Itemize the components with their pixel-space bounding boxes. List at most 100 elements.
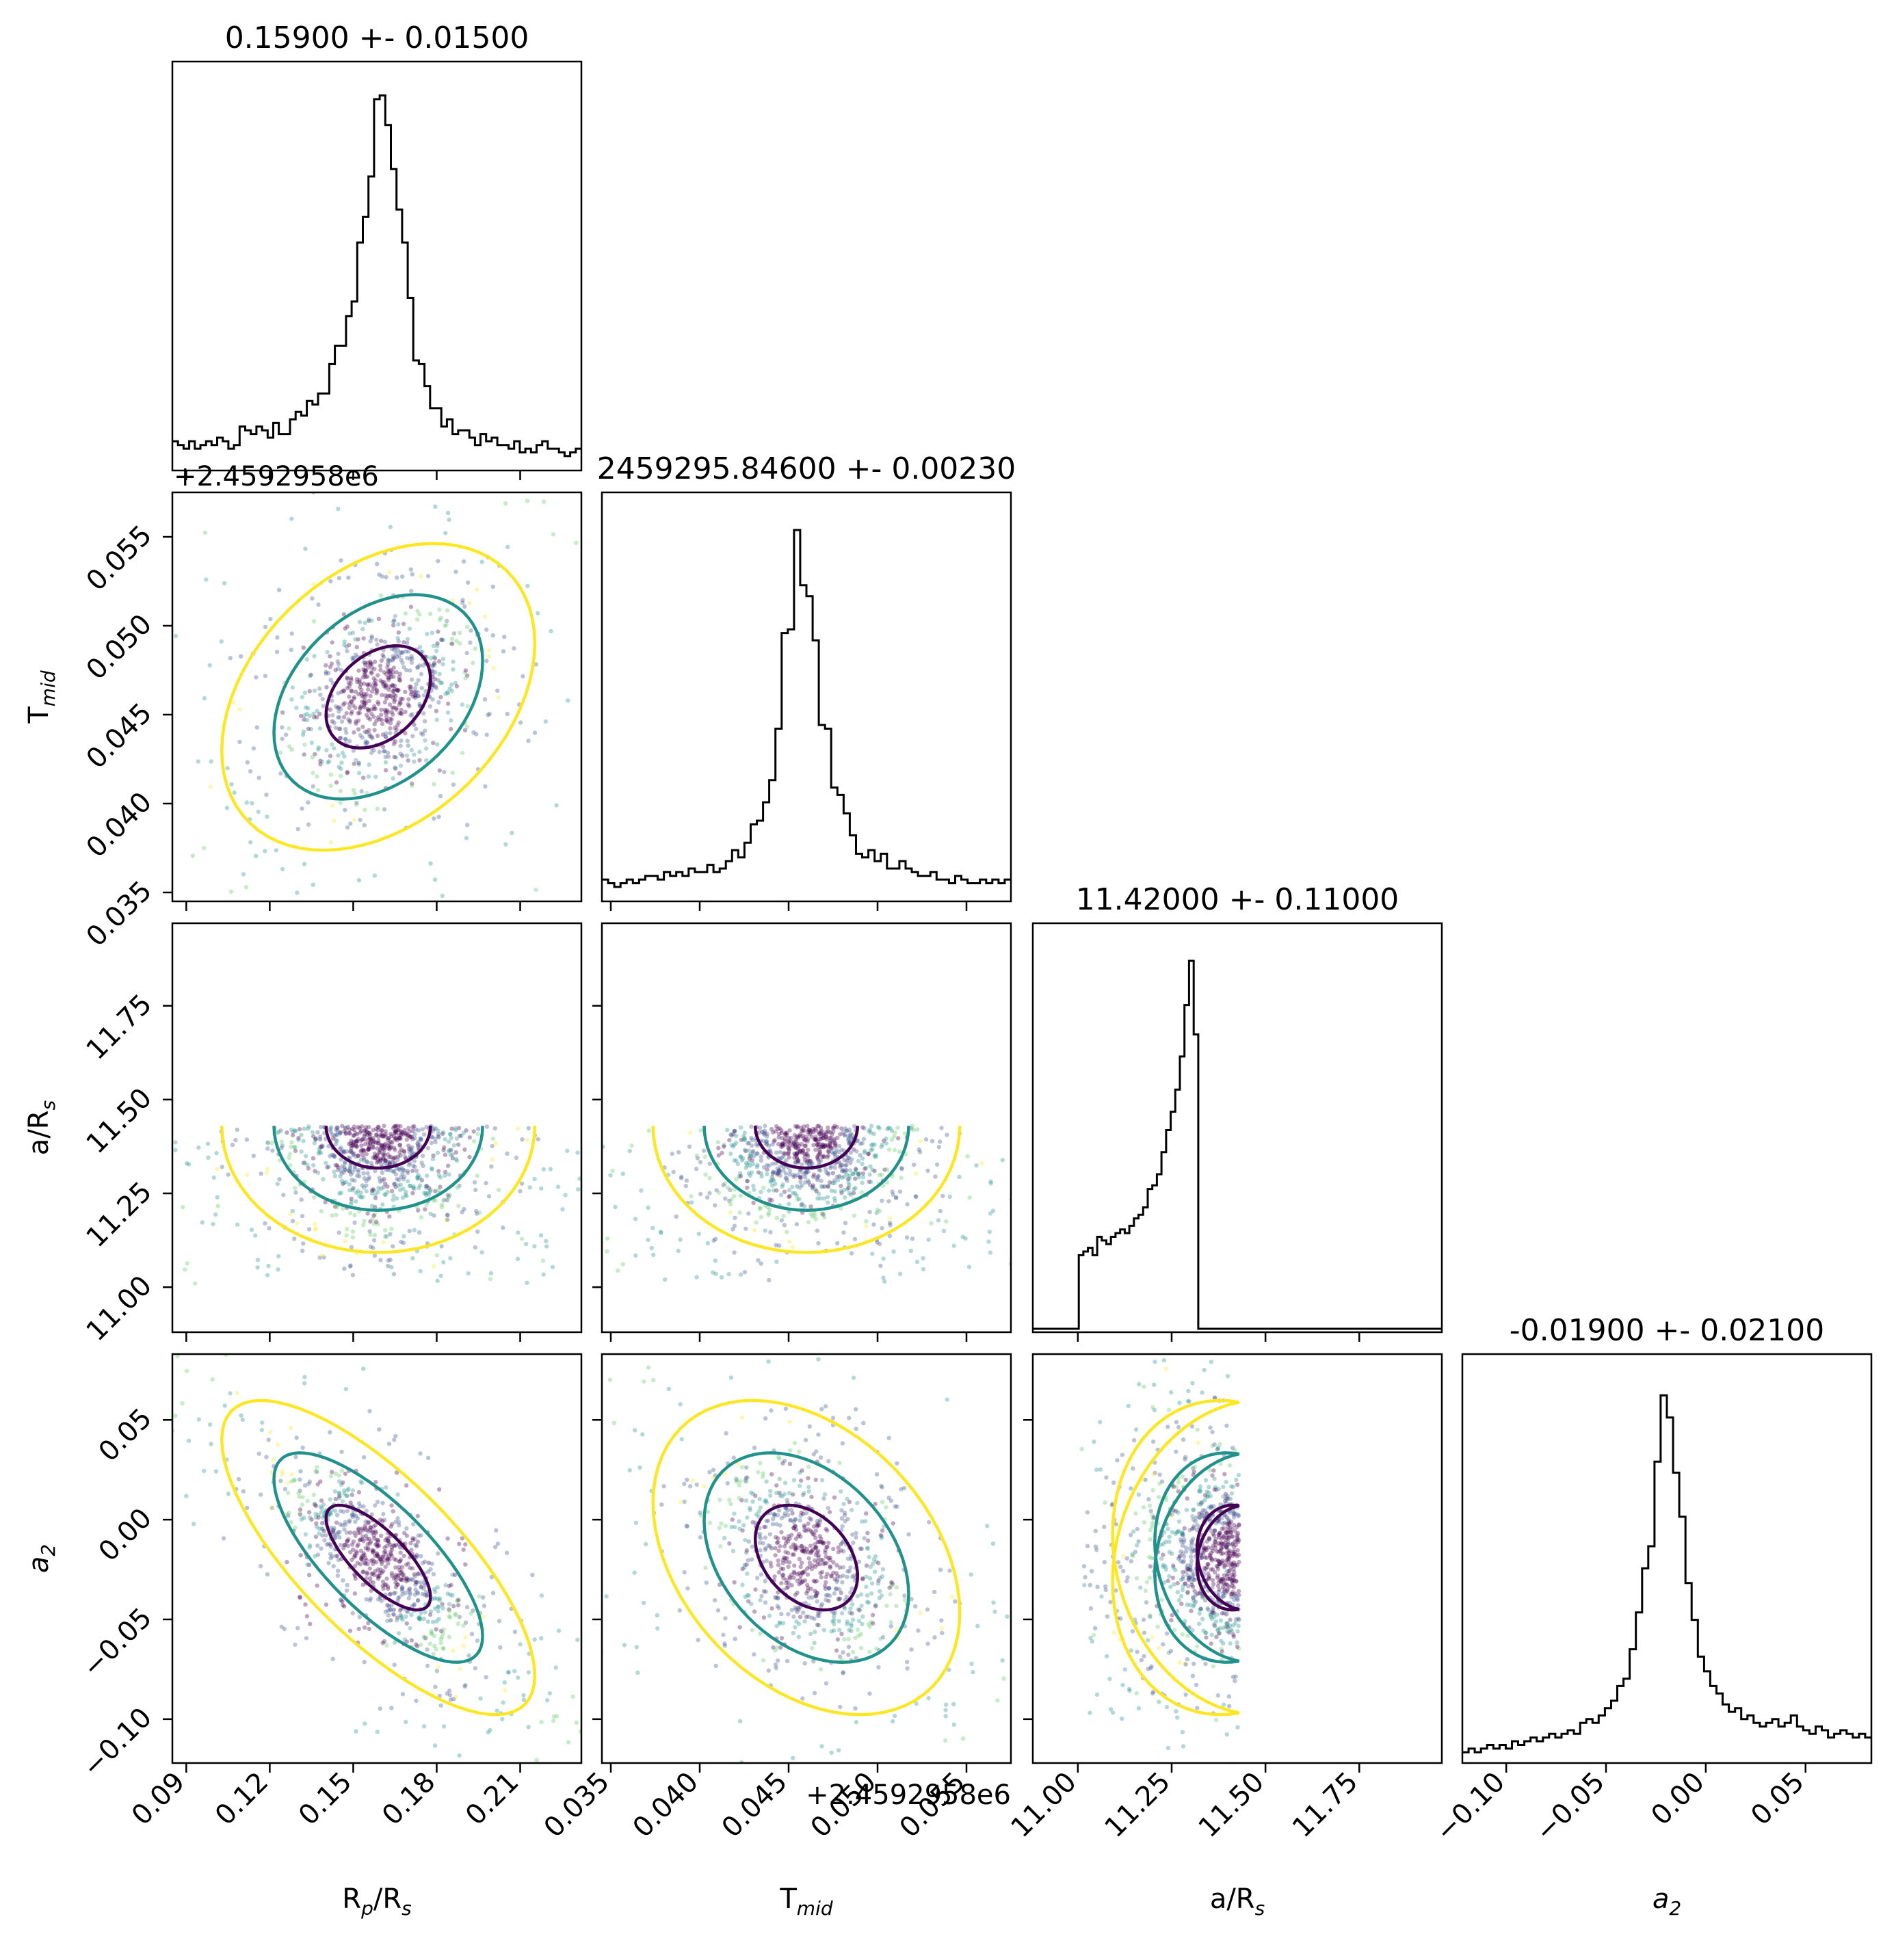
sample-point bbox=[319, 1208, 324, 1214]
sample-point bbox=[802, 1569, 807, 1574]
sample-point bbox=[330, 1213, 334, 1218]
sample-point bbox=[373, 1126, 379, 1132]
sample-point bbox=[817, 1150, 823, 1154]
sample-point bbox=[395, 1615, 400, 1620]
sample-point bbox=[435, 742, 440, 747]
sample-point bbox=[473, 1187, 478, 1193]
sample-point bbox=[820, 1154, 825, 1160]
sample-point bbox=[342, 1159, 347, 1165]
sample-point bbox=[475, 1211, 479, 1216]
sample-point bbox=[774, 1624, 779, 1628]
sample-point bbox=[339, 760, 344, 765]
sample-point bbox=[894, 1585, 899, 1590]
sample-point bbox=[367, 1566, 372, 1571]
sample-point bbox=[642, 1379, 646, 1384]
sample-point bbox=[335, 659, 340, 664]
sample-point bbox=[413, 1582, 418, 1587]
sample-point bbox=[385, 1538, 391, 1544]
sample-point bbox=[341, 1148, 346, 1153]
sample-point bbox=[1211, 1533, 1217, 1538]
sample-point bbox=[245, 1172, 250, 1178]
sample-point bbox=[832, 1189, 837, 1194]
sample-point bbox=[856, 1175, 861, 1180]
sample-point bbox=[364, 1597, 369, 1602]
sample-point bbox=[367, 717, 373, 722]
sample-point bbox=[1191, 1572, 1197, 1577]
sample-point bbox=[306, 800, 311, 805]
sample-point bbox=[791, 1525, 796, 1531]
sample-point bbox=[427, 1641, 433, 1646]
scatter-rp-vs-tmid bbox=[173, 492, 579, 899]
sample-point bbox=[376, 1125, 381, 1130]
sample-point bbox=[776, 1169, 781, 1174]
sample-point bbox=[805, 1152, 810, 1157]
sample-point bbox=[685, 1586, 690, 1591]
sample-point bbox=[376, 1185, 381, 1191]
sample-point bbox=[191, 1522, 196, 1526]
sample-point bbox=[433, 504, 438, 509]
sample-point bbox=[335, 1513, 340, 1518]
sample-point bbox=[221, 1536, 226, 1541]
sample-point bbox=[409, 1613, 414, 1617]
sample-point bbox=[380, 1134, 385, 1139]
sample-point bbox=[219, 639, 224, 644]
sample-point bbox=[372, 1154, 378, 1159]
sample-point bbox=[350, 1492, 354, 1497]
sample-point bbox=[347, 1167, 352, 1171]
sample-point bbox=[302, 713, 307, 718]
sample-point bbox=[280, 710, 285, 715]
sample-point bbox=[816, 1548, 821, 1554]
sample-point bbox=[816, 1152, 821, 1157]
sample-point bbox=[646, 1191, 650, 1195]
sample-point bbox=[287, 726, 291, 731]
sample-point bbox=[790, 1184, 795, 1189]
sample-point bbox=[814, 1590, 819, 1595]
sample-point bbox=[865, 1531, 870, 1535]
sample-point bbox=[333, 1554, 339, 1559]
sample-point bbox=[400, 754, 405, 758]
sample-point bbox=[404, 1621, 409, 1626]
sample-point bbox=[776, 1135, 781, 1140]
sample-point bbox=[371, 1549, 376, 1554]
sample-point bbox=[364, 1183, 369, 1188]
sample-point bbox=[385, 1189, 390, 1195]
sample-point bbox=[398, 1613, 403, 1618]
sample-point bbox=[419, 672, 424, 676]
sample-point bbox=[821, 1628, 827, 1632]
sample-point bbox=[453, 1611, 458, 1617]
sample-point bbox=[815, 1562, 820, 1567]
sample-point bbox=[735, 1161, 741, 1167]
sample-point bbox=[992, 1609, 997, 1614]
sample-point bbox=[369, 750, 374, 755]
sample-point bbox=[393, 1130, 398, 1135]
sample-point bbox=[757, 1496, 762, 1502]
sample-point bbox=[971, 1669, 975, 1675]
sample-point bbox=[793, 1527, 799, 1532]
sample-point bbox=[793, 1625, 798, 1630]
sample-point bbox=[1232, 1549, 1237, 1554]
sample-point bbox=[360, 1526, 365, 1531]
sample-point bbox=[318, 692, 323, 698]
sample-point bbox=[716, 1153, 721, 1158]
sample-point bbox=[319, 1520, 325, 1526]
sample-point bbox=[463, 676, 468, 680]
sample-point bbox=[763, 1600, 768, 1605]
sample-point bbox=[742, 1136, 747, 1141]
sample-point bbox=[957, 1174, 962, 1180]
sample-point bbox=[833, 1587, 839, 1591]
sample-point bbox=[866, 1600, 871, 1605]
sample-point bbox=[376, 1135, 381, 1139]
sample-point bbox=[383, 1158, 388, 1163]
sample-point bbox=[772, 1139, 776, 1144]
sample-point bbox=[1213, 1521, 1218, 1526]
sample-point bbox=[496, 695, 501, 700]
sample-point bbox=[477, 1594, 482, 1599]
sample-point bbox=[763, 1499, 767, 1504]
sample-point bbox=[456, 1603, 461, 1608]
sample-point bbox=[870, 1167, 875, 1172]
sample-point bbox=[343, 1167, 348, 1173]
sample-point bbox=[925, 1641, 930, 1646]
sample-point bbox=[728, 1151, 733, 1156]
sample-point bbox=[376, 1554, 381, 1559]
sample-point bbox=[1187, 1568, 1193, 1573]
